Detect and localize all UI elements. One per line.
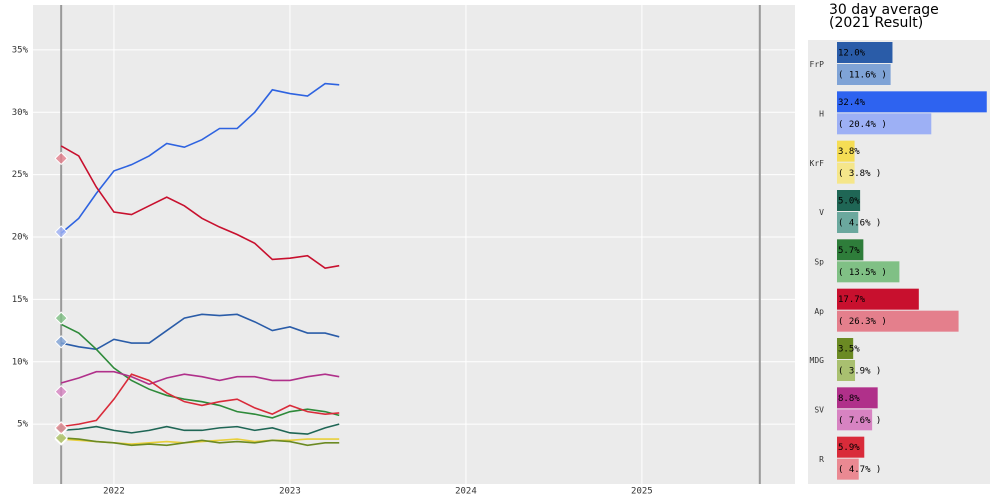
value-label: ( 13.5% ): [838, 268, 887, 278]
x-tick-label: 2023: [279, 487, 301, 497]
category-label: H: [819, 110, 824, 119]
category-label: MDG: [810, 356, 825, 365]
x-tick-label: 2024: [455, 487, 477, 497]
value-label: 32.4%: [838, 98, 866, 108]
value-label: 8.8%: [838, 394, 860, 404]
bar: [837, 338, 854, 359]
x-tick-label: 2025: [631, 487, 653, 497]
value-label: ( 4.7% ): [838, 465, 881, 475]
trend-line: [60, 145, 340, 270]
y-tick-label: 30%: [12, 108, 29, 118]
plot-panel: [33, 5, 795, 484]
bar: [837, 162, 855, 184]
trend-line: [61, 423, 340, 435]
value-label: ( 11.6% ): [838, 71, 887, 81]
result-diamond: [54, 421, 68, 435]
value-label: ( 3.9% ): [838, 367, 881, 377]
bar: [837, 310, 959, 332]
y-tick-label: 10%: [12, 357, 29, 367]
bar: [837, 261, 900, 283]
bar: [837, 113, 932, 135]
value-label: ( 3.8% ): [838, 169, 881, 179]
trend-line: [60, 82, 340, 234]
category-label: KrF: [810, 159, 825, 168]
value-label: 3.5%: [838, 345, 860, 355]
value-label: 17.7%: [838, 295, 866, 305]
bar: [837, 91, 987, 113]
category-label: Sp: [814, 258, 824, 267]
category-label: FrP: [810, 60, 825, 69]
bar: [837, 409, 873, 431]
bar-subtitle: (2021 Result): [829, 15, 923, 31]
y-tick-label: 35%: [12, 45, 29, 55]
trend-line: [60, 370, 340, 386]
trend-line: [60, 323, 340, 419]
trend-line: [61, 437, 340, 447]
value-label: 5.0%: [838, 197, 860, 207]
x-tick-label: 2022: [103, 487, 125, 497]
bar: [837, 387, 878, 409]
bar: [837, 64, 891, 85]
bar: [837, 212, 859, 233]
bar: [837, 458, 859, 480]
y-tick-label: 15%: [12, 295, 29, 305]
trend-line: [60, 313, 340, 351]
bar: [837, 140, 855, 162]
y-tick-label: 25%: [12, 170, 29, 180]
bar: [837, 436, 865, 458]
bar: [837, 239, 864, 261]
value-label: ( 4.6% ): [838, 219, 881, 229]
bar: [837, 190, 861, 211]
result-diamond: [54, 311, 68, 325]
value-label: 12.0%: [838, 49, 866, 59]
value-label: ( 26.3% ): [838, 317, 887, 327]
y-tick-label: 20%: [12, 233, 29, 243]
value-label: 3.8%: [838, 147, 860, 157]
value-label: 5.9%: [838, 443, 860, 453]
category-label: SV: [814, 406, 824, 415]
value-label: ( 20.4% ): [838, 120, 887, 130]
result-diamond: [54, 225, 68, 239]
bar-title: 30 day average: [829, 2, 939, 18]
bar: [837, 42, 893, 63]
result-diamond: [54, 151, 68, 166]
category-label: Ap: [814, 307, 824, 316]
result-diamond: [54, 384, 68, 399]
result-diamond: [54, 335, 68, 349]
y-tick-label: 5%: [17, 420, 28, 430]
bar: [837, 288, 919, 310]
category-label: V: [819, 208, 824, 217]
category-label: R: [819, 455, 824, 464]
trend-line: [61, 373, 340, 428]
bar: [837, 360, 856, 381]
result-diamond: [54, 431, 68, 445]
value-label: 5.7%: [838, 246, 860, 256]
value-label: ( 7.6% ): [838, 416, 881, 426]
